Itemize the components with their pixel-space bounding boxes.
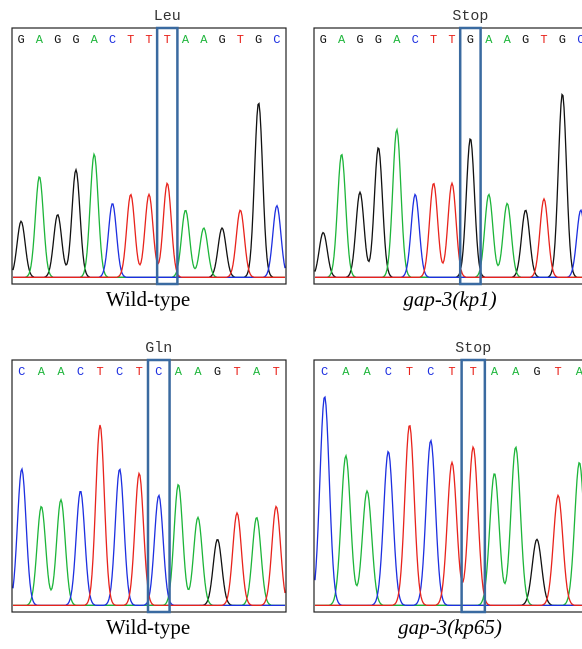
trace [13, 104, 285, 278]
base-letter: G [356, 33, 363, 47]
base-letter: A [175, 365, 183, 379]
base-letter: G [559, 33, 566, 47]
base-letter: A [338, 33, 346, 47]
trace [315, 95, 582, 278]
base-letter: G [54, 33, 61, 47]
base-letter: A [38, 365, 46, 379]
base-letter: A [36, 33, 44, 47]
base-letter: G [375, 33, 382, 47]
highlight-box [148, 360, 170, 612]
base-letter: G [72, 33, 79, 47]
base-letter: C [109, 33, 116, 47]
base-letter: T [430, 33, 437, 47]
base-letter: A [485, 33, 493, 47]
base-letter: T [136, 365, 143, 379]
base-letter: G [467, 33, 474, 47]
base-letter: T [164, 33, 171, 47]
caption: gap-3(kp65) [398, 615, 502, 639]
base-letter: C [412, 33, 419, 47]
base-letter: T [540, 33, 547, 47]
codon-label: Stop [455, 340, 491, 357]
codon-label: Gln [145, 340, 172, 357]
base-letter: C [427, 365, 434, 379]
figure: GAGGACTTTAAGTGCLeuWild-typeGAGGACTTGAAGT… [0, 0, 582, 649]
base-letter: A [194, 365, 202, 379]
base-letter: A [200, 33, 208, 47]
trace [13, 154, 285, 277]
base-letter: T [237, 33, 244, 47]
highlight-box [157, 28, 177, 284]
base-letter: C [385, 365, 392, 379]
base-letter: T [448, 365, 455, 379]
base-letter: C [18, 365, 25, 379]
base-letter: A [342, 365, 350, 379]
base-letter: G [533, 365, 540, 379]
base-letter: G [18, 33, 25, 47]
base-letter: C [155, 365, 162, 379]
page: GAGGACTTTAAGTGCLeuWild-typeGAGGACTTGAAGT… [0, 0, 582, 649]
base-letter: G [255, 33, 262, 47]
base-letter: C [77, 365, 84, 379]
base-letter: C [273, 33, 280, 47]
codon-label: Stop [452, 8, 488, 25]
base-letter: A [91, 33, 99, 47]
trace [315, 447, 582, 605]
base-letter: T [96, 365, 103, 379]
base-letter: A [512, 365, 520, 379]
trace [315, 130, 582, 278]
caption: Wild-type [106, 287, 190, 311]
base-letter: T [127, 33, 134, 47]
caption: Wild-type [106, 615, 190, 639]
base-letter: A [393, 33, 401, 47]
base-letter: T [448, 33, 455, 47]
base-letter: T [406, 365, 413, 379]
base-letter: T [145, 33, 152, 47]
base-letter: T [273, 365, 280, 379]
base-letter: G [214, 365, 221, 379]
base-letter: G [320, 33, 327, 47]
base-letter: T [233, 365, 240, 379]
base-letter: A [504, 33, 512, 47]
trace [13, 183, 285, 277]
base-letter: A [57, 365, 65, 379]
base-letter: T [470, 365, 477, 379]
base-letter: C [116, 365, 123, 379]
base-letter: G [522, 33, 529, 47]
base-letter: A [576, 365, 582, 379]
base-letter: C [321, 365, 328, 379]
base-letter: T [555, 365, 562, 379]
base-letter: A [182, 33, 190, 47]
caption: gap-3(kp1) [403, 287, 496, 311]
base-letter: A [491, 365, 499, 379]
base-letter: A [363, 365, 371, 379]
base-letter: C [577, 33, 582, 47]
codon-label: Leu [154, 8, 181, 25]
base-letter: G [218, 33, 225, 47]
base-letter: A [253, 365, 261, 379]
trace [315, 539, 582, 605]
